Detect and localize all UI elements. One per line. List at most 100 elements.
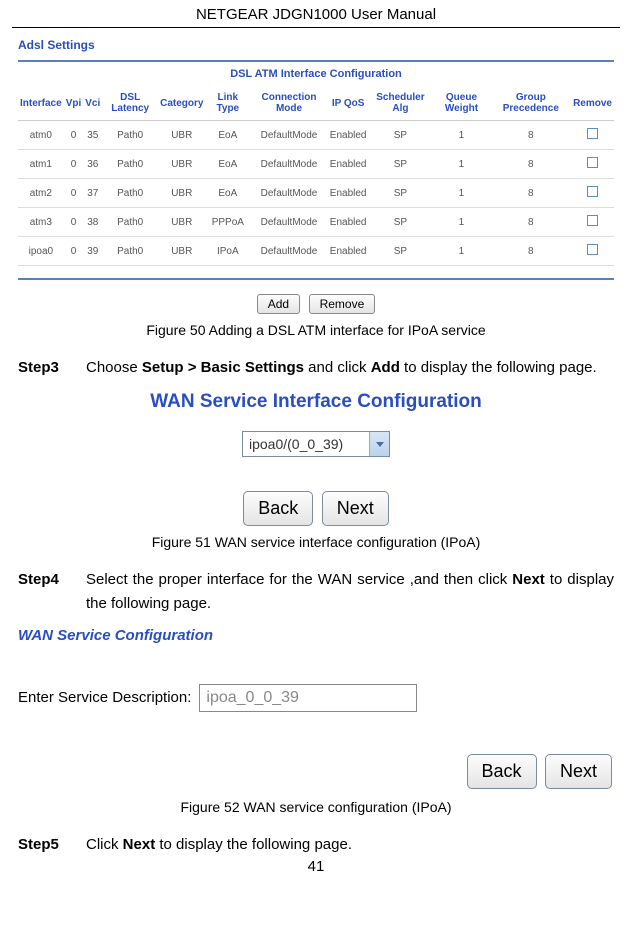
table-cell: SP — [369, 237, 433, 266]
remove-checkbox[interactable] — [587, 128, 598, 139]
figure-51-caption: Figure 51 WAN service interface configur… — [12, 534, 620, 550]
column-header: DSL Latency — [102, 86, 158, 121]
table-cell: 0 — [64, 121, 84, 150]
column-header: IP QoS — [328, 86, 369, 121]
table-cell: Enabled — [328, 179, 369, 208]
table-cell: UBR — [158, 237, 205, 266]
column-header: Vci — [83, 86, 102, 121]
table-cell: 8 — [491, 121, 572, 150]
figure-52-caption: Figure 52 WAN service configuration (IPo… — [12, 799, 620, 815]
table-cell: PPPoA — [205, 208, 250, 237]
chevron-down-icon — [369, 432, 389, 456]
interface-select-value: ipoa0/(0_0_39) — [243, 432, 369, 456]
remove-checkbox[interactable] — [587, 157, 598, 168]
table-cell: DefaultMode — [250, 150, 328, 179]
table-cell: 35 — [83, 121, 102, 150]
table-cell: atm3 — [18, 208, 64, 237]
table-cell: DefaultMode — [250, 179, 328, 208]
table-cell: SP — [369, 208, 433, 237]
table-cell: atm0 — [18, 121, 64, 150]
next-button[interactable]: Next — [322, 491, 389, 526]
table-cell: Path0 — [102, 179, 158, 208]
table-cell: Path0 — [102, 237, 158, 266]
table-cell: 39 — [83, 237, 102, 266]
table-cell: 38 — [83, 208, 102, 237]
remove-checkbox[interactable] — [587, 215, 598, 226]
table-cell: DefaultMode — [250, 121, 328, 150]
table-cell: Path0 — [102, 121, 158, 150]
add-button[interactable]: Add — [257, 294, 300, 314]
wan-interface-title: WAN Service Interface Configuration — [12, 391, 620, 413]
remove-button[interactable]: Remove — [309, 294, 376, 314]
table-cell: 0 — [64, 237, 84, 266]
table-cell: 8 — [491, 150, 572, 179]
figure-50-caption: Figure 50 Adding a DSL ATM interface for… — [12, 322, 620, 338]
table-cell: UBR — [158, 121, 205, 150]
table-cell: Enabled — [328, 237, 369, 266]
table-cell: Enabled — [328, 150, 369, 179]
interface-select[interactable]: ipoa0/(0_0_39) — [242, 431, 390, 457]
atm-table: InterfaceVpiVciDSL LatencyCategoryLink T… — [18, 86, 614, 266]
table-cell: 36 — [83, 150, 102, 179]
table-cell: Enabled — [328, 208, 369, 237]
column-header: Category — [158, 86, 205, 121]
table-cell: DefaultMode — [250, 237, 328, 266]
service-description-input[interactable]: ipoa_0_0_39 — [199, 684, 417, 712]
table-cell: 1 — [432, 121, 490, 150]
step3-label: Step3 — [18, 356, 86, 379]
step5-text: Click Next to display the following page… — [86, 833, 614, 856]
table-cell: 37 — [83, 179, 102, 208]
table-cell: 1 — [432, 208, 490, 237]
remove-checkbox[interactable] — [587, 186, 598, 197]
table-row: atm0035Path0UBREoADefaultModeEnabledSP18 — [18, 121, 614, 150]
column-header: Vpi — [64, 86, 84, 121]
column-header: Queue Weight — [432, 86, 490, 121]
table-cell: SP — [369, 121, 433, 150]
table-row: atm1036Path0UBREoADefaultModeEnabledSP18 — [18, 150, 614, 179]
table-cell: SP — [369, 150, 433, 179]
table-cell: 1 — [432, 237, 490, 266]
back-button[interactable]: Back — [243, 491, 313, 526]
table-cell: SP — [369, 179, 433, 208]
column-header: Scheduler Alg — [369, 86, 433, 121]
page-header: NETGEAR JDGN1000 User Manual — [12, 0, 620, 28]
table-cell: DefaultMode — [250, 208, 328, 237]
atm-table-title: DSL ATM Interface Configuration — [12, 68, 620, 80]
column-header: Remove — [571, 86, 614, 121]
table-cell: UBR — [158, 208, 205, 237]
table-cell: EoA — [205, 179, 250, 208]
table-row: atm3038Path0UBRPPPoADefaultModeEnabledSP… — [18, 208, 614, 237]
table-cell: ipoa0 — [18, 237, 64, 266]
column-header: Interface — [18, 86, 64, 121]
next-button[interactable]: Next — [545, 754, 612, 789]
table-cell: atm2 — [18, 179, 64, 208]
table-cell: 0 — [64, 179, 84, 208]
table-cell: 1 — [432, 150, 490, 179]
step4-label: Step4 — [18, 568, 86, 591]
table-row: atm2037Path0UBREoADefaultModeEnabledSP18 — [18, 179, 614, 208]
divider — [18, 278, 614, 280]
back-button[interactable]: Back — [467, 754, 537, 789]
step4-text: Select the proper interface for the WAN … — [86, 568, 614, 615]
table-cell: EoA — [205, 150, 250, 179]
step3-text: Choose Setup > Basic Settings and click … — [86, 356, 614, 379]
table-cell: 8 — [491, 208, 572, 237]
table-cell: Path0 — [102, 208, 158, 237]
table-cell: 8 — [491, 237, 572, 266]
table-cell: UBR — [158, 150, 205, 179]
table-cell: 8 — [491, 179, 572, 208]
column-header: Link Type — [205, 86, 250, 121]
wan-service-config-title: WAN Service Configuration — [18, 627, 614, 644]
table-cell: UBR — [158, 179, 205, 208]
page-number: 41 — [12, 858, 620, 875]
column-header: Connection Mode — [250, 86, 328, 121]
remove-checkbox[interactable] — [587, 244, 598, 255]
table-cell: 1 — [432, 179, 490, 208]
step5-label: Step5 — [18, 833, 86, 856]
table-cell: 0 — [64, 150, 84, 179]
divider — [18, 60, 614, 62]
table-cell: EoA — [205, 121, 250, 150]
table-cell: Enabled — [328, 121, 369, 150]
adsl-settings-title: Adsl Settings — [12, 28, 620, 60]
table-cell: IPoA — [205, 237, 250, 266]
